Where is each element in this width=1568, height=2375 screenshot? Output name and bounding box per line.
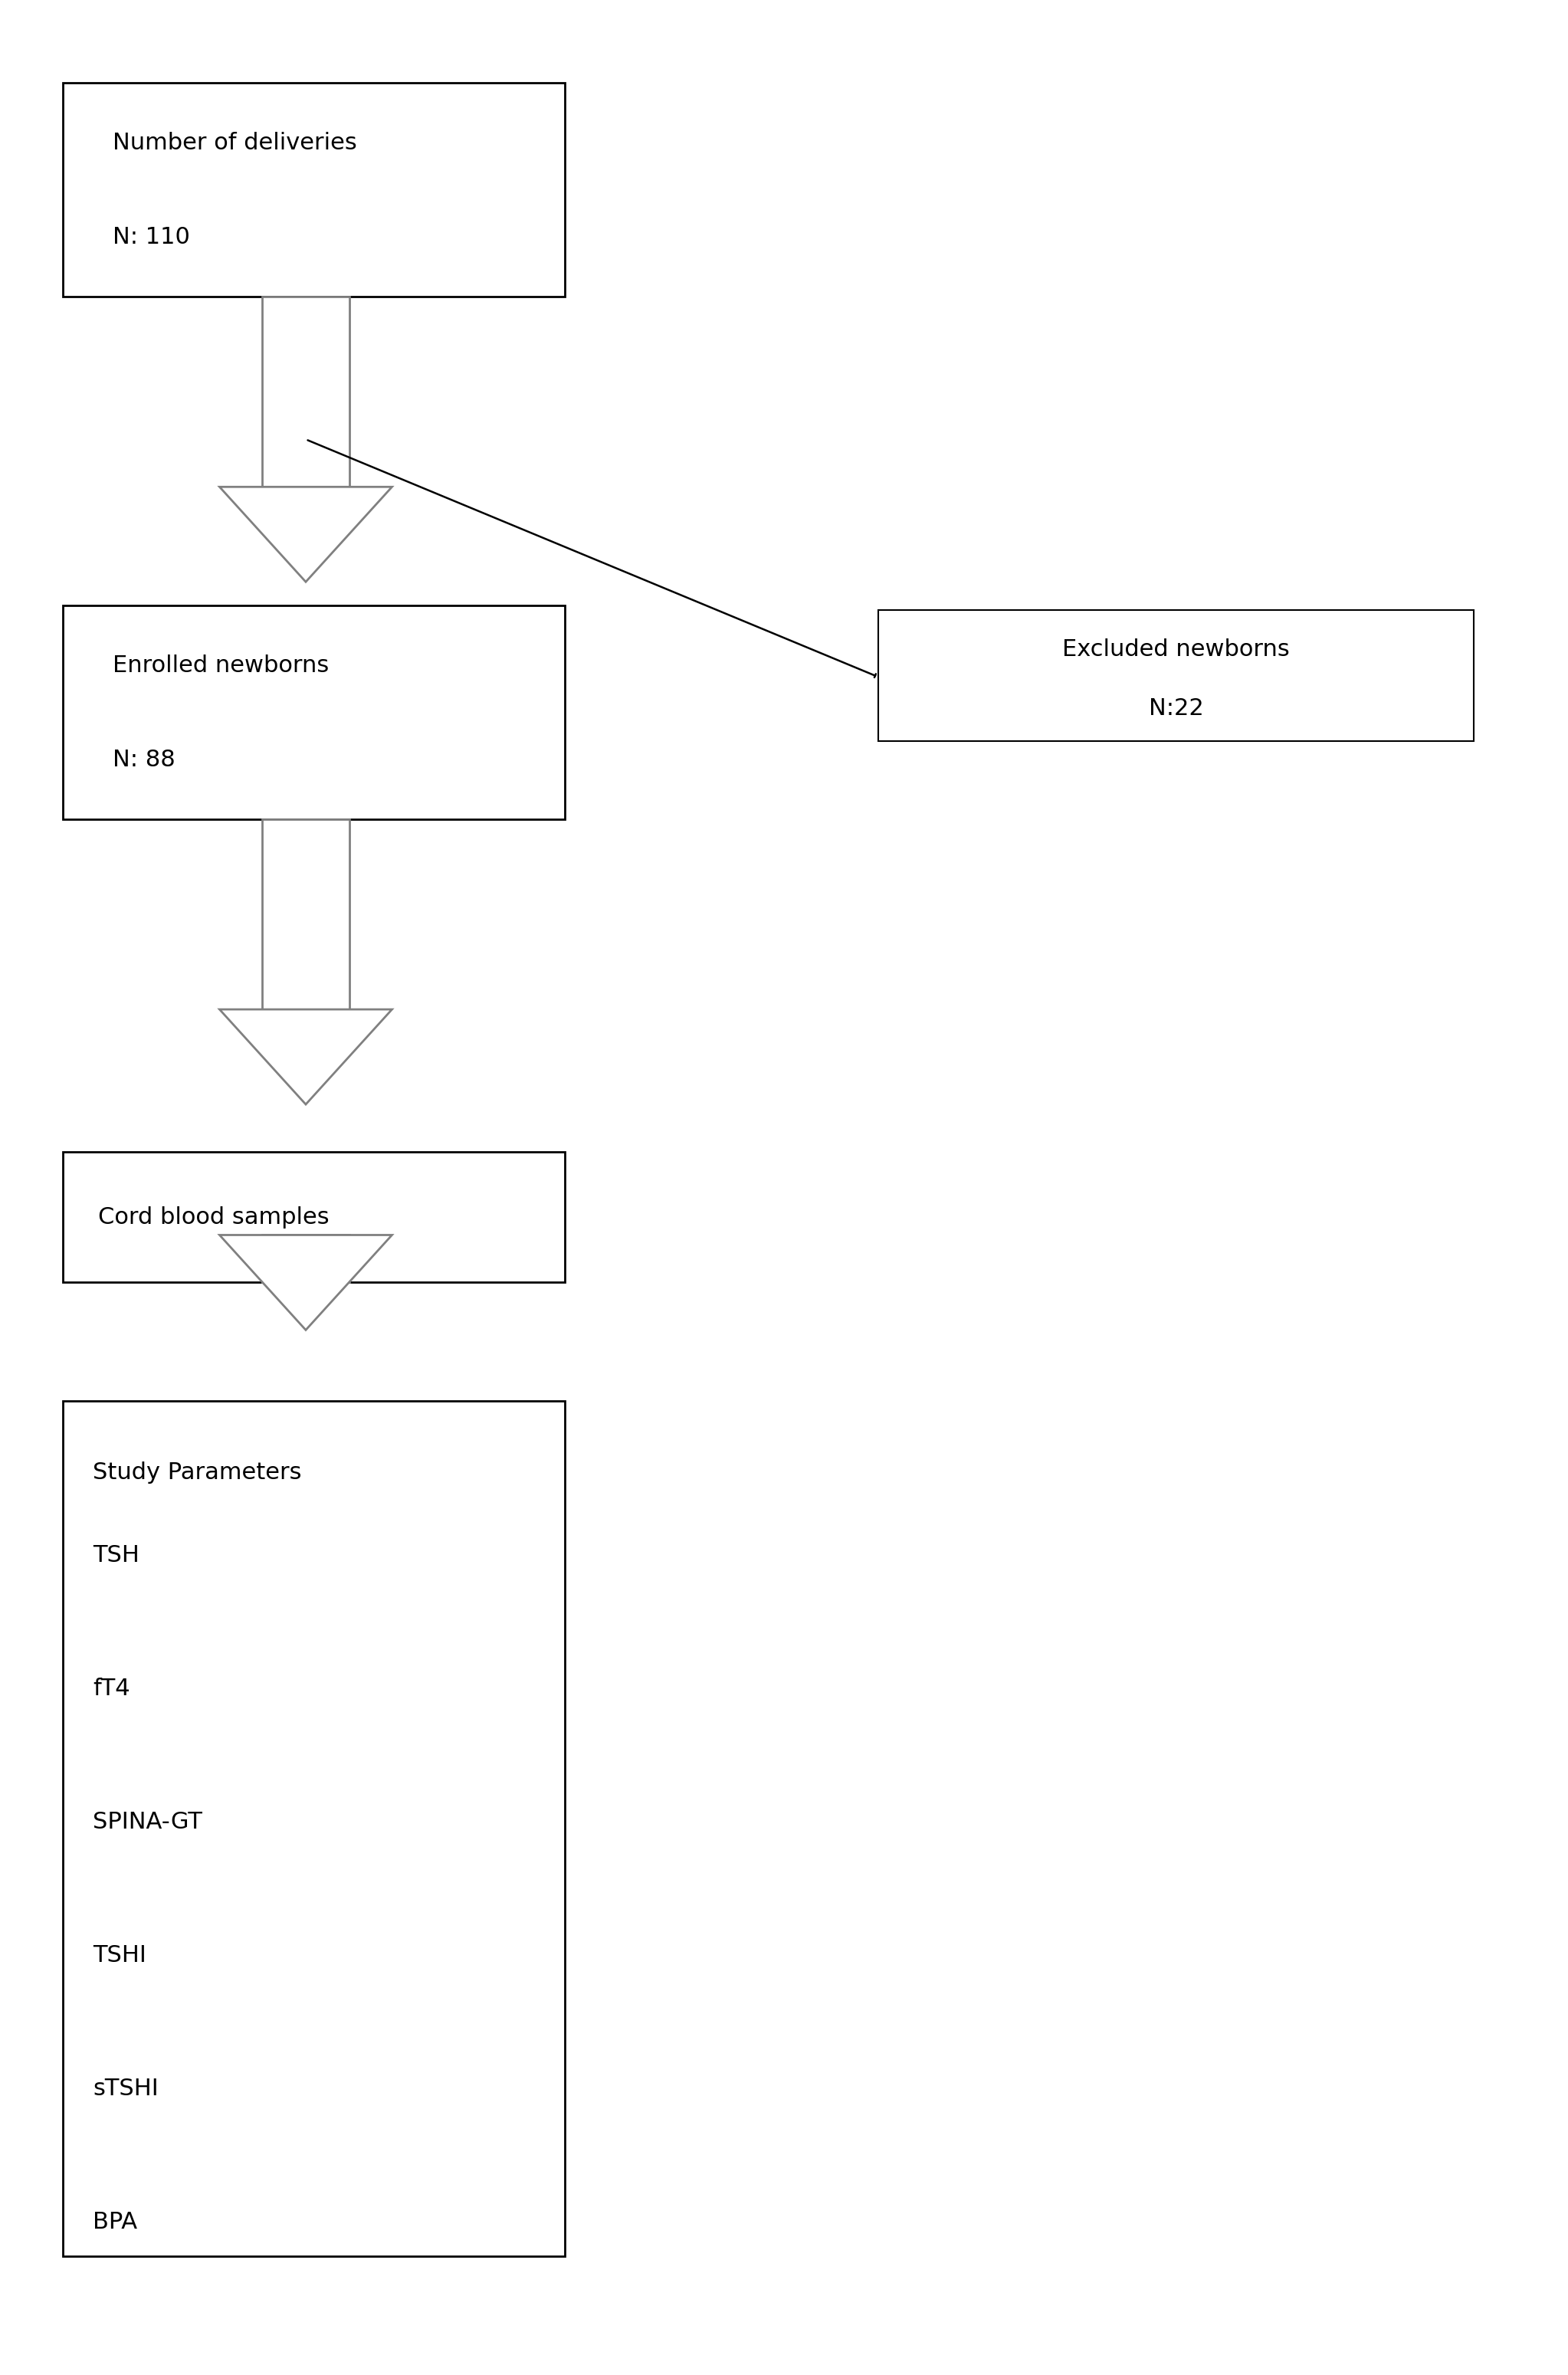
FancyBboxPatch shape [63, 1152, 564, 1282]
Polygon shape [220, 1235, 392, 1330]
Text: N: 110: N: 110 [113, 226, 190, 247]
Text: N: 88: N: 88 [113, 748, 176, 770]
Polygon shape [262, 819, 350, 1009]
Polygon shape [220, 1009, 392, 1104]
FancyBboxPatch shape [63, 606, 564, 819]
Text: BPA: BPA [93, 2211, 138, 2232]
Text: sTSHI: sTSHI [93, 2078, 158, 2100]
FancyBboxPatch shape [878, 610, 1474, 741]
Text: TSH: TSH [93, 1544, 140, 1565]
Text: Study Parameters: Study Parameters [93, 1461, 301, 1484]
Text: Cord blood samples: Cord blood samples [97, 1206, 329, 1228]
Polygon shape [262, 1235, 350, 1282]
Text: SPINA-GT: SPINA-GT [93, 1810, 202, 1834]
FancyBboxPatch shape [63, 83, 564, 297]
Text: fT4: fT4 [93, 1677, 130, 1700]
Text: Number of deliveries: Number of deliveries [113, 133, 358, 154]
Text: Excluded newborns: Excluded newborns [1062, 639, 1290, 660]
FancyBboxPatch shape [63, 1401, 564, 2256]
Text: Enrolled newborns: Enrolled newborns [113, 656, 329, 677]
Text: N:22: N:22 [1148, 698, 1204, 720]
Polygon shape [220, 487, 392, 582]
Text: TSHI: TSHI [93, 1945, 146, 1966]
Polygon shape [262, 297, 350, 487]
